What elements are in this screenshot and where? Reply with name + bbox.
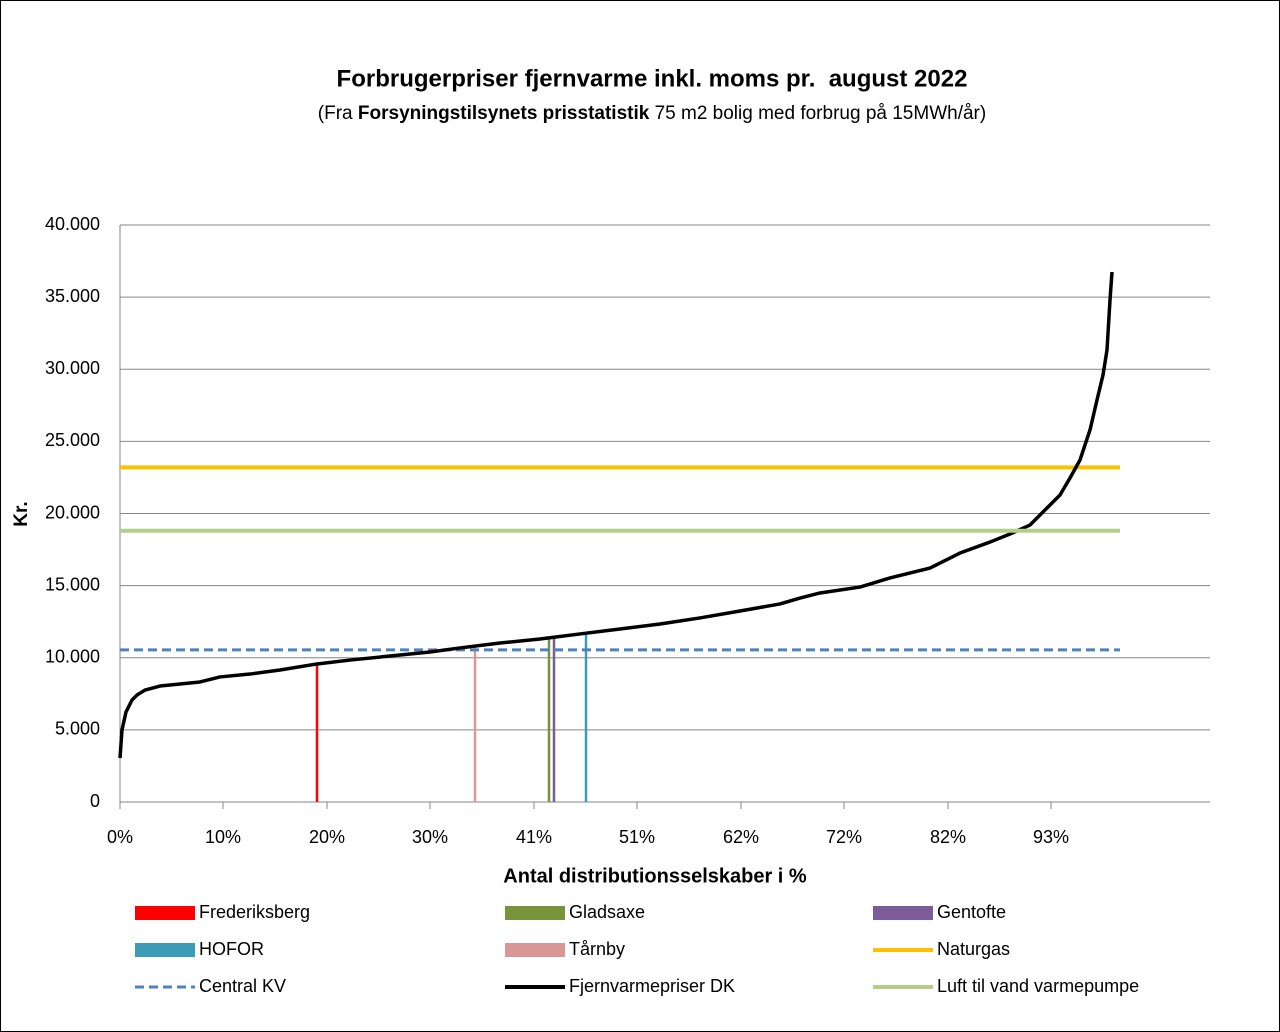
y-axis-label: Kr. xyxy=(11,501,32,526)
legend-label: Tårnby xyxy=(569,939,625,959)
y-tick-label: 10.000 xyxy=(45,647,100,667)
legend-label: Naturgas xyxy=(937,939,1010,959)
y-tick-label: 15.000 xyxy=(45,574,100,594)
y-tick-label: 35.000 xyxy=(45,286,100,306)
y-tick-label: 40.000 xyxy=(45,214,100,234)
y-tick-label: 5.000 xyxy=(55,719,100,739)
legend-swatch xyxy=(135,906,195,920)
legend-label: Gentofte xyxy=(937,902,1006,922)
legend-swatch xyxy=(505,906,565,920)
x-tick-label: 51% xyxy=(619,827,655,847)
subtitle-part: 75 m2 bolig med forbrug på 15MWh/år) xyxy=(649,103,986,124)
chart-subtitle: (Fra Forsyningstilsynets prisstatistik 7… xyxy=(318,103,986,124)
x-tick-label: 62% xyxy=(723,827,759,847)
legend-label: Frederiksberg xyxy=(199,902,310,922)
x-tick-label: 72% xyxy=(826,827,862,847)
y-tick-label: 0 xyxy=(90,791,100,811)
legend-swatch xyxy=(135,943,195,957)
series-line xyxy=(118,271,1114,759)
legend-swatch xyxy=(505,943,565,957)
y-tick-label: 25.000 xyxy=(45,430,100,450)
x-tick-label: 93% xyxy=(1033,827,1069,847)
x-tick-label: 30% xyxy=(412,827,448,847)
legend-label: Fjernvarmepriser DK xyxy=(569,976,735,996)
x-tick-label: 10% xyxy=(205,827,241,847)
subtitle-part: Forsyningstilsynets prisstatistik xyxy=(358,103,650,124)
legend-label: Luft til vand varmepumpe xyxy=(937,976,1139,996)
chart-title: Forbrugerpriser fjernvarme inkl. moms pr… xyxy=(337,65,968,92)
x-tick-label: 20% xyxy=(309,827,345,847)
legend-label: HOFOR xyxy=(199,939,264,959)
subtitle-part: (Fra xyxy=(318,103,358,124)
x-tick-label: 41% xyxy=(516,827,552,847)
y-tick-label: 30.000 xyxy=(45,358,100,378)
legend-swatch xyxy=(873,906,933,920)
x-tick-label: 82% xyxy=(930,827,966,847)
y-tick-label: 20.000 xyxy=(45,502,100,522)
x-tick-label: 0% xyxy=(107,827,133,847)
legend-label: Central KV xyxy=(199,976,286,996)
legend-label: Gladsaxe xyxy=(569,902,645,922)
x-axis-label: Antal distributionsselskaber i % xyxy=(503,865,807,887)
